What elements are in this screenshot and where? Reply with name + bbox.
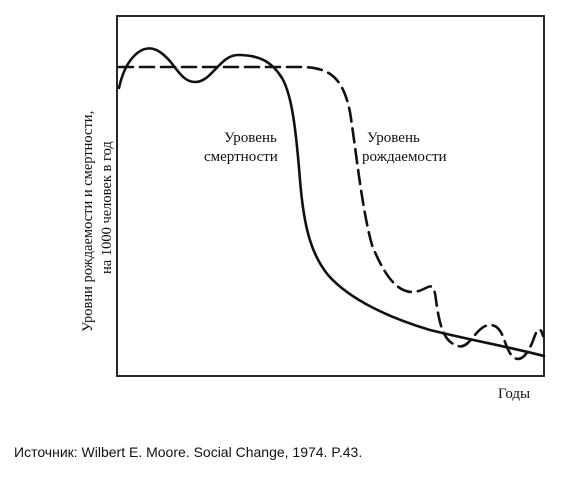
death-rate-label-line2: смертности xyxy=(204,149,278,165)
death-rate-curve xyxy=(117,47,546,358)
birth-rate-label-line2: рождаемости xyxy=(362,149,447,165)
birth-rate-label-line1: Уровень xyxy=(367,130,420,146)
plot-frame xyxy=(116,15,545,377)
x-axis-label: Годы xyxy=(498,386,530,402)
source-caption: Источник: Wilbert E. Moore. Social Chang… xyxy=(14,444,363,460)
y-axis-label-line2: на 1000 человек в год xyxy=(99,141,115,274)
y-axis-label-line1: Уровни рождаемости и смертности, xyxy=(80,111,96,332)
birth-rate-curve xyxy=(117,65,545,361)
death-rate-label-line1: Уровень xyxy=(224,130,277,146)
